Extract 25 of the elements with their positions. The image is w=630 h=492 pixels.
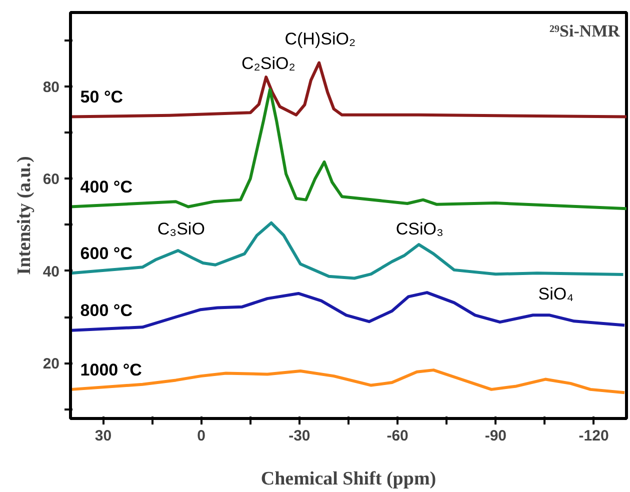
x-tick-label: 0 [197, 428, 206, 444]
annotation: C₃SiO [157, 219, 205, 238]
annotation: C(H)SiO₂ [284, 29, 356, 48]
annotation: C₂SiO₂ [242, 54, 296, 74]
annotation: CSiO₃ [396, 219, 444, 238]
x-tick-label: 30 [94, 428, 112, 444]
y-axis-title: Intensity (a.u.) [14, 156, 35, 275]
x-tick-label: -30 [288, 428, 310, 444]
series-label: 50 °C [80, 88, 124, 107]
series-label: 600 °C [80, 244, 132, 264]
x-tick-label: -120 [578, 428, 609, 444]
y-tick-label: 40 [42, 263, 60, 280]
y-tick-label: 20 [42, 356, 60, 373]
annotation: ²⁹Si-NMR [549, 22, 621, 41]
series-label: 400 °C [80, 178, 132, 197]
x-axis-title: Chemical Shift (ppm) [260, 468, 436, 490]
line-series [70, 88, 626, 210]
y-tick-label: 80 [42, 78, 60, 96]
series-label: 1000 °C [80, 360, 142, 380]
x-tick-label: -60 [386, 428, 408, 444]
line-series [70, 221, 625, 280]
x-tick-label: -90 [484, 428, 507, 444]
series-label: 800 °C [80, 301, 132, 320]
y-tick-label: 60 [42, 171, 60, 188]
annotation: SiO₄ [538, 284, 574, 304]
